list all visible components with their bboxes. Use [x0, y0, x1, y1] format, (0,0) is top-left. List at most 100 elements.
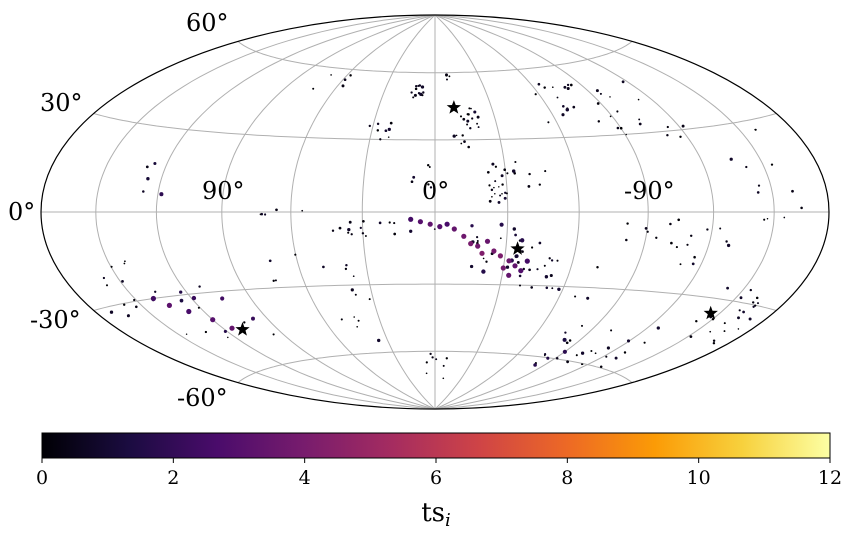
- source-point: [259, 213, 262, 216]
- source-point: [350, 233, 353, 236]
- source-point: [347, 227, 351, 232]
- source-point: [301, 209, 304, 212]
- source-point: [494, 192, 496, 195]
- source-point: [272, 279, 275, 282]
- source-point: [791, 189, 794, 193]
- source-point: [427, 221, 433, 227]
- source-point: [102, 276, 106, 280]
- source-point: [491, 162, 495, 166]
- source-point: [494, 180, 497, 183]
- source-point: [469, 264, 474, 269]
- source-point: [352, 275, 355, 278]
- source-point: [146, 177, 150, 181]
- lat-label-neg60: -60°: [177, 384, 228, 412]
- source-point: [751, 301, 755, 304]
- source-point: [494, 165, 498, 168]
- source-point: [520, 238, 525, 243]
- source-point: [770, 163, 774, 166]
- source-point: [549, 273, 553, 278]
- source-point: [500, 174, 504, 178]
- source-point: [445, 74, 448, 77]
- source-point: [783, 216, 786, 219]
- source-point: [126, 314, 130, 318]
- source-point: [752, 305, 755, 308]
- source-point: [408, 216, 414, 222]
- source-point: [565, 341, 569, 345]
- source-point: [344, 267, 348, 271]
- source-point: [536, 268, 539, 271]
- source-point: [521, 250, 524, 253]
- source-point: [575, 354, 578, 357]
- source-point: [444, 221, 450, 227]
- source-point: [504, 191, 507, 194]
- source-point: [581, 363, 584, 365]
- graticule-meridian: [95, 15, 436, 409]
- source-point: [343, 78, 347, 82]
- source-point: [566, 360, 570, 364]
- source-point: [461, 134, 464, 137]
- source-point: [738, 309, 741, 312]
- source-point: [712, 341, 716, 345]
- source-point: [476, 236, 479, 239]
- source-point: [656, 326, 660, 330]
- source-point: [229, 325, 235, 331]
- source-point: [123, 303, 126, 306]
- source-point: [706, 228, 709, 231]
- source-point: [556, 259, 559, 262]
- source-point: [264, 213, 267, 216]
- source-point: [484, 238, 491, 244]
- source-point: [609, 96, 611, 98]
- source-point: [470, 107, 472, 110]
- graticule-meridian: [155, 15, 436, 409]
- lat-label-neg30: -30°: [30, 306, 81, 334]
- source-point: [757, 184, 761, 187]
- source-point: [675, 246, 678, 249]
- source-point: [580, 324, 584, 327]
- source-point: [695, 319, 698, 323]
- source-point: [503, 168, 507, 172]
- source-point: [420, 85, 425, 89]
- source-point: [448, 75, 451, 78]
- source-point: [503, 196, 507, 200]
- source-point: [501, 183, 504, 186]
- source-point: [689, 335, 693, 338]
- source-point: [442, 377, 445, 380]
- source-point: [426, 163, 430, 167]
- source-point: [605, 355, 608, 358]
- source-point: [574, 295, 577, 298]
- source-point: [145, 165, 149, 169]
- source-point: [121, 280, 124, 283]
- source-point: [666, 133, 669, 137]
- source-point: [723, 322, 726, 325]
- source-point: [422, 91, 425, 94]
- source-point: [413, 93, 417, 97]
- source-point: [691, 262, 695, 266]
- source-point: [477, 126, 480, 129]
- source-point: [737, 316, 740, 320]
- source-point: [610, 329, 613, 332]
- source-point: [425, 361, 428, 364]
- source-point: [451, 226, 457, 232]
- source-point: [427, 183, 430, 186]
- source-point: [514, 233, 517, 237]
- source-point: [468, 107, 471, 110]
- source-point: [459, 115, 463, 118]
- source-point: [498, 186, 500, 188]
- source-point: [518, 274, 522, 278]
- source-point: [455, 134, 458, 137]
- source-point: [445, 78, 449, 81]
- source-point: [468, 241, 474, 247]
- source-point: [105, 284, 109, 287]
- source-point: [481, 269, 486, 274]
- source-point: [414, 87, 418, 91]
- source-point: [566, 86, 570, 91]
- graticule-meridian: [434, 15, 775, 409]
- source-point: [643, 341, 646, 344]
- source-point: [757, 302, 759, 305]
- colorbar-tick-label: 0: [36, 467, 48, 489]
- star-markers: [235, 100, 718, 336]
- source-point: [501, 192, 503, 195]
- source-point: [543, 264, 546, 267]
- colorbar-title-main: ts: [421, 498, 445, 528]
- colorbar-title: tsi: [421, 498, 451, 531]
